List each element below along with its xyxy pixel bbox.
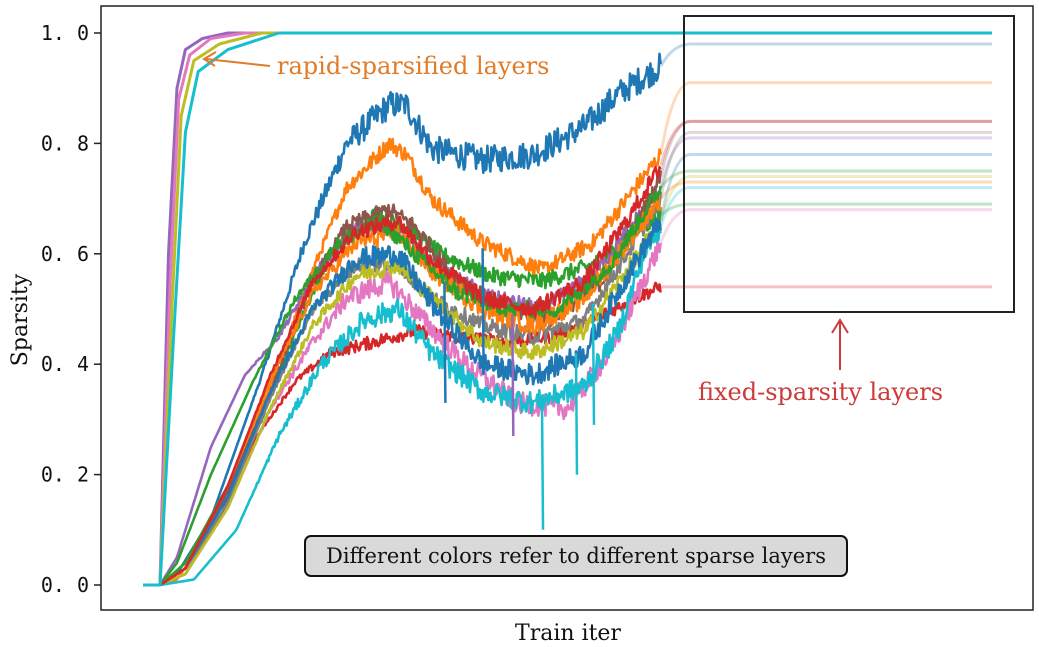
fixed-tail-10: [659, 186, 992, 227]
series-line-10: [142, 226, 662, 587]
series-line-11: [142, 217, 662, 587]
fixed-tail-6: [659, 119, 992, 177]
series-line-14: [142, 165, 662, 587]
fixed-tail-12: [659, 180, 992, 200]
fixed-tail-9: [659, 175, 992, 222]
series-line-8: [142, 191, 662, 587]
noise-spike: [591, 303, 596, 425]
y-tick-label: 0. 6: [41, 242, 89, 266]
fixed-annotation-label: fixed-sparsity layers: [698, 378, 943, 406]
legend-note: Different colors refer to different spar…: [304, 535, 848, 577]
rapid-series-line-4: [143, 31, 992, 587]
fixed-tail-3: [659, 202, 992, 217]
fixed-tail-11: [659, 152, 992, 221]
y-tick-label: 0. 4: [41, 352, 89, 376]
legend-note-text: Different colors refer to different spar…: [326, 544, 826, 568]
rapid-arrow-head: [202, 51, 217, 67]
y-tick-label: 1. 0: [41, 21, 89, 45]
y-tick-label: 0. 0: [41, 573, 89, 597]
noise-spike: [443, 281, 447, 403]
rapid-arrow-shaft: [205, 58, 271, 67]
noise-spike: [540, 408, 545, 530]
rapid-annotation-label: rapid-sparsified layers: [277, 52, 549, 80]
y-tick-label: 0. 2: [41, 463, 89, 487]
fixed-tail-14: [659, 119, 992, 166]
fixed-tail-5: [659, 136, 992, 188]
rapid-annotation: rapid-sparsified layers: [202, 51, 549, 80]
series-line-13: [142, 185, 662, 587]
y-axis: 0. 0 0. 2 0. 4 0. 6 0. 8 1. 0: [41, 21, 101, 597]
series-line-1: [142, 52, 662, 587]
series-layer: [142, 31, 992, 587]
fixed-annotation: fixed-sparsity layers: [698, 318, 943, 406]
y-tick-label: 0. 8: [41, 131, 89, 155]
fixed-tail-7: [659, 208, 992, 244]
fixed-tail-1: [659, 42, 992, 67]
x-axis-label: Train iter: [515, 621, 621, 646]
noise-spike: [481, 248, 485, 370]
y-axis-label: Sparsity: [8, 273, 33, 366]
fixed-tail-2: [659, 81, 992, 155]
series-line-9: [142, 219, 662, 587]
fixed-arrow-head: [831, 318, 849, 334]
legend-note-box: [304, 535, 848, 577]
noise-spike: [574, 353, 579, 475]
series-line-6: [142, 170, 662, 587]
noise-spike: [511, 314, 515, 436]
fixed-tail-13: [659, 169, 992, 189]
fixed-tail-8: [659, 130, 992, 199]
fixed-sparsity-region-box: [683, 15, 1015, 313]
